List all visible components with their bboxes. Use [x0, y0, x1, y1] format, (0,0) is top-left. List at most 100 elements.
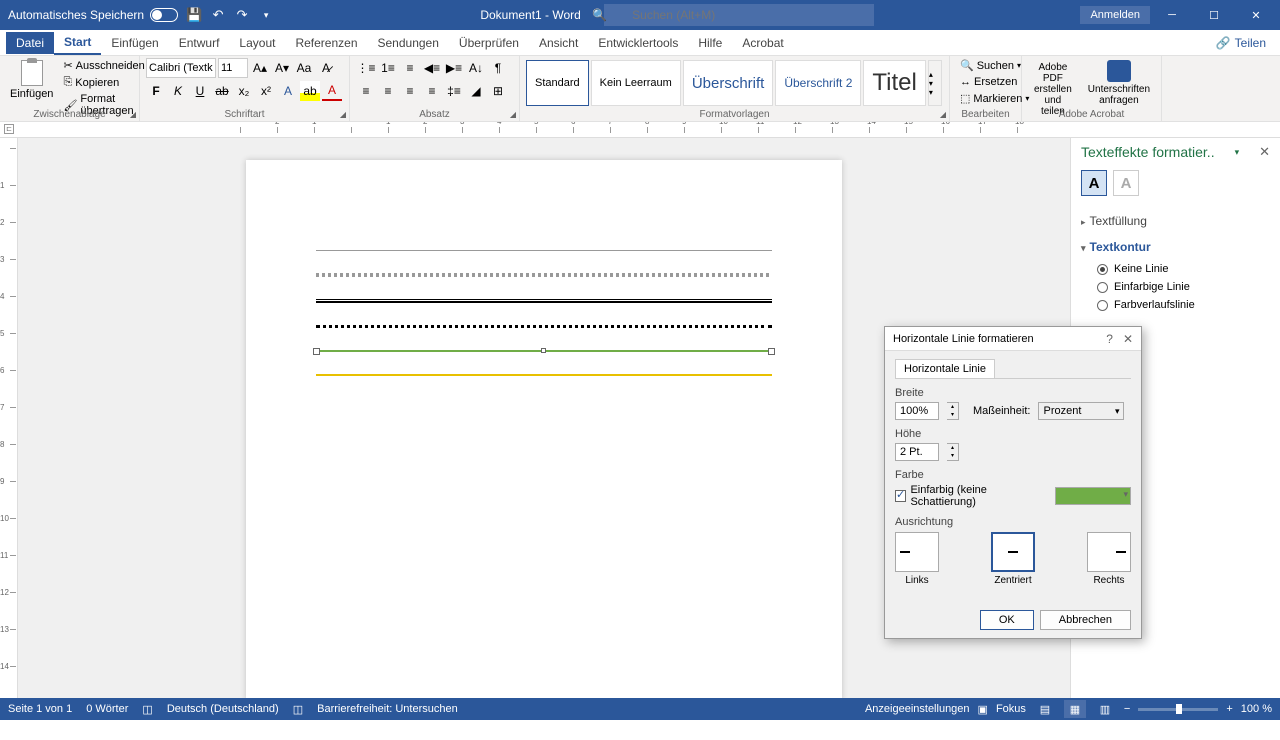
maximize-button[interactable]: ☐ — [1194, 0, 1234, 30]
radio-solid-line[interactable]: Einfarbige Linie — [1097, 278, 1270, 296]
change-case-button[interactable]: Aa — [294, 58, 314, 78]
font-name-select[interactable] — [146, 58, 216, 78]
minimize-button[interactable]: ─ — [1152, 0, 1192, 30]
show-marks-button[interactable]: ¶ — [488, 58, 508, 78]
cut-button[interactable]: ✂Ausschneiden — [61, 58, 146, 73]
find-button[interactable]: 🔍Suchen▾ — [956, 58, 1015, 73]
align-right-button[interactable]: ≡ — [400, 81, 420, 101]
numbering-button[interactable]: 1≡ — [378, 58, 398, 78]
style-heading2[interactable]: Überschrift 2 — [775, 60, 861, 106]
zoom-in-button[interactable]: + — [1226, 703, 1232, 715]
underline-button[interactable]: U — [190, 81, 210, 101]
align-left-option[interactable] — [895, 532, 939, 572]
redo-icon[interactable]: ↷ — [234, 7, 250, 23]
ruler-corner[interactable]: ⊏ — [4, 124, 14, 134]
toggle-switch[interactable] — [150, 8, 178, 22]
select-button[interactable]: ⬚Markieren▾ — [956, 91, 1015, 106]
height-input[interactable] — [895, 443, 939, 461]
spellcheck-icon[interactable]: ◫ — [142, 703, 152, 716]
qat-more-icon[interactable]: ▾ — [258, 7, 274, 23]
pane-dropdown[interactable]: ▾ — [1235, 147, 1240, 158]
ok-button[interactable]: OK — [980, 610, 1034, 630]
tab-acrobat[interactable]: Acrobat — [732, 32, 793, 54]
line-spacing-button[interactable]: ‡≡ — [444, 81, 464, 101]
signin-button[interactable]: Anmelden — [1080, 6, 1150, 24]
increase-font-button[interactable]: A▴ — [250, 58, 270, 78]
focus-icon[interactable]: ▣ — [978, 703, 988, 716]
align-right-option[interactable] — [1087, 532, 1131, 572]
color-picker[interactable] — [1055, 487, 1131, 505]
tab-home[interactable]: Start — [54, 31, 101, 55]
page-indicator[interactable]: Seite 1 von 1 — [8, 703, 72, 715]
tab-help[interactable]: Hilfe — [688, 32, 732, 54]
pane-tab-fill[interactable]: A — [1081, 170, 1107, 196]
copy-button[interactable]: ⎘Kopieren — [61, 75, 146, 90]
read-mode-button[interactable]: ▤ — [1034, 700, 1056, 718]
style-heading1[interactable]: Überschrift — [683, 60, 774, 106]
accessibility-icon[interactable]: ◫ — [293, 703, 303, 716]
page[interactable] — [246, 160, 842, 700]
style-title[interactable]: Titel — [863, 60, 925, 106]
tab-mailings[interactable]: Sendungen — [368, 32, 449, 54]
autosave-toggle[interactable]: Automatisches Speichern — [8, 8, 178, 22]
text-effects-button[interactable]: A — [278, 81, 298, 101]
shading-button[interactable]: ◢ — [466, 81, 486, 101]
replace-button[interactable]: ↔Ersetzen — [956, 75, 1015, 89]
request-signatures-button[interactable]: Unterschriften anfragen — [1082, 58, 1156, 108]
horizontal-line-selected[interactable] — [316, 350, 772, 352]
font-launcher[interactable]: ◢ — [340, 110, 346, 119]
zoom-slider[interactable] — [1138, 708, 1218, 711]
dialog-help-button[interactable]: ? — [1106, 332, 1113, 346]
language-indicator[interactable]: Deutsch (Deutschland) — [167, 703, 279, 715]
font-color-button[interactable]: A — [322, 81, 342, 101]
zoom-out-button[interactable]: − — [1124, 703, 1130, 715]
sort-button[interactable]: A↓ — [466, 58, 486, 78]
increase-indent-button[interactable]: ▶≡ — [444, 58, 464, 78]
tab-layout[interactable]: Layout — [229, 32, 285, 54]
print-layout-button[interactable]: ▦ — [1064, 700, 1086, 718]
horizontal-ruler[interactable]: ⊏ 2 1 1 2 3 4 5 6 7 8 9 10 11 12 13 14 1… — [0, 122, 1280, 138]
tab-view[interactable]: Ansicht — [529, 32, 588, 54]
styles-launcher[interactable]: ◢ — [940, 110, 946, 119]
tab-design[interactable]: Entwurf — [169, 32, 230, 54]
focus-mode[interactable]: Fokus — [996, 703, 1026, 715]
pane-close-button[interactable]: ✕ — [1259, 144, 1270, 160]
tab-insert[interactable]: Einfügen — [101, 32, 168, 54]
section-text-outline[interactable]: ▾Textkontur — [1081, 234, 1270, 260]
horizontal-line-thick[interactable] — [316, 299, 772, 303]
dialog-tab[interactable]: Horizontale Linie — [895, 359, 995, 378]
style-no-spacing[interactable]: Kein Leerraum — [591, 60, 681, 106]
dialog-close-button[interactable]: ✕ — [1123, 332, 1133, 346]
decrease-font-button[interactable]: A▾ — [272, 58, 292, 78]
unit-select[interactable]: Prozent▾ — [1038, 402, 1124, 420]
highlight-button[interactable]: ab — [300, 81, 320, 101]
horizontal-line-thin[interactable] — [316, 250, 772, 251]
vertical-ruler[interactable]: 1 2 3 4 5 6 7 8 9 10 11 12 13 14 15 — [0, 138, 18, 700]
horizontal-line-dotted[interactable] — [316, 325, 772, 328]
style-standard[interactable]: Standard — [526, 60, 589, 106]
section-text-fill[interactable]: ▸Textfüllung — [1081, 208, 1270, 234]
undo-icon[interactable]: ↶ — [210, 7, 226, 23]
word-count[interactable]: 0 Wörter — [86, 703, 128, 715]
zoom-level[interactable]: 100 % — [1241, 703, 1272, 715]
align-left-button[interactable]: ≡ — [356, 81, 376, 101]
cancel-button[interactable]: Abbrechen — [1040, 610, 1131, 630]
accessibility-check[interactable]: Barrierefreiheit: Untersuchen — [317, 703, 458, 715]
horizontal-line-yellow[interactable] — [316, 374, 772, 376]
dialog-titlebar[interactable]: Horizontale Linie formatieren ? ✕ — [885, 327, 1141, 351]
superscript-button[interactable]: x² — [256, 81, 276, 101]
justify-button[interactable]: ≡ — [422, 81, 442, 101]
borders-button[interactable]: ⊞ — [488, 81, 508, 101]
horizontal-line-wavy[interactable] — [316, 273, 772, 277]
bullets-button[interactable]: ⋮≡ — [356, 58, 376, 78]
bold-button[interactable]: F — [146, 81, 166, 101]
clipboard-launcher[interactable]: ◢ — [130, 110, 136, 119]
align-center-option[interactable] — [991, 532, 1035, 572]
subscript-button[interactable]: x₂ — [234, 81, 254, 101]
radio-gradient-line[interactable]: Farbverlaufslinie — [1097, 296, 1270, 314]
multilevel-button[interactable]: ≡ — [400, 58, 420, 78]
web-layout-button[interactable]: ▥ — [1094, 700, 1116, 718]
tab-review[interactable]: Überprüfen — [449, 32, 529, 54]
tab-developer[interactable]: Entwicklertools — [588, 32, 688, 54]
close-button[interactable]: ✕ — [1236, 0, 1276, 30]
